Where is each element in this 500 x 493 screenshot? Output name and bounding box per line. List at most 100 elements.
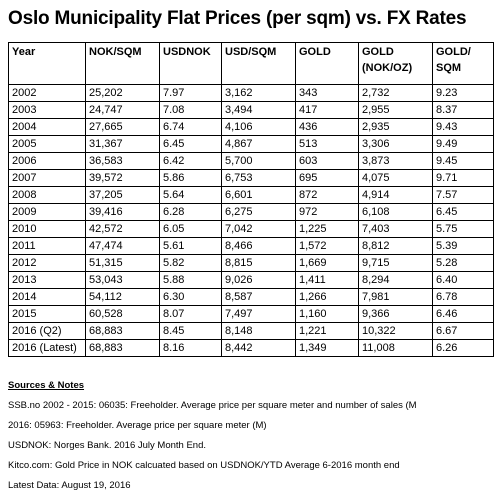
note-line: Latest Data: August 19, 2016: [8, 480, 131, 491]
table-cell: 6.46: [432, 305, 494, 323]
table-cell: 8,442: [221, 339, 296, 357]
table-cell: 9,715: [358, 254, 433, 272]
table-cell: 31,367: [85, 135, 160, 153]
column-header-line: SQM: [436, 62, 462, 74]
table-cell: 2002: [8, 84, 86, 102]
table-cell: 47,474: [85, 237, 160, 255]
table-cell: 4,867: [221, 135, 296, 153]
table-cell: 8.45: [159, 322, 222, 340]
table-cell: 1,411: [295, 271, 359, 289]
table-cell: 6.30: [159, 288, 222, 306]
table-row: 2015 60,528 8.07 7,497 1,160 9,366 6.46: [8, 305, 494, 323]
table-cell: 27,665: [85, 118, 160, 136]
table-cell: 7,042: [221, 220, 296, 238]
table-cell: 8.37: [432, 101, 494, 119]
column-header-line: GOLD/: [436, 46, 471, 58]
table-cell: 8,148: [221, 322, 296, 340]
table-row: 2008 37,205 5.64 6,601 872 4,914 7.57: [8, 186, 494, 204]
table-cell: 5,700: [221, 152, 296, 170]
table-cell: 2010: [8, 220, 86, 238]
table-cell: 2007: [8, 169, 86, 187]
table-cell: 53,043: [85, 271, 160, 289]
table-cell: 2014: [8, 288, 86, 306]
table-cell: 7,981: [358, 288, 433, 306]
column-header: NOK/SQM: [85, 42, 160, 85]
column-header-line: Year: [12, 46, 36, 58]
table-cell: 10,322: [358, 322, 433, 340]
table-cell: 39,416: [85, 203, 160, 221]
table-header-row: Year NOK/SQM USDNOK USD/SQM GOLD GOLD (NOK/OZ)…: [8, 42, 494, 85]
table-cell: 24,747: [85, 101, 160, 119]
table-cell: 9.45: [432, 152, 494, 170]
table-row: 2006 36,583 6.42 5,700 603 3,873 9.45: [8, 152, 494, 170]
note-line: 2016: 05963: Freeholder. Average price p…: [8, 420, 267, 431]
table-cell: 2,955: [358, 101, 433, 119]
table-cell: 603: [295, 152, 359, 170]
table-cell: 6.26: [432, 339, 494, 357]
table-cell: 2,935: [358, 118, 433, 136]
table-row: 2007 39,572 5.86 6,753 695 4,075 9.71: [8, 169, 494, 187]
table-cell: 343: [295, 84, 359, 102]
table-row: 2016 (Q2) 68,883 8.45 8,148 1,221 10,322 6.67: [8, 322, 494, 340]
table-row: 2013 53,043 5.88 9,026 1,411 8,294 6.40: [8, 271, 494, 289]
table-cell: 4,106: [221, 118, 296, 136]
table-cell: 8,466: [221, 237, 296, 255]
column-header: Year: [8, 42, 86, 85]
table-row: 2005 31,367 6.45 4,867 513 3,306 9.49: [8, 135, 494, 153]
column-header-line: USD/SQM: [225, 46, 277, 58]
table-cell: 54,112: [85, 288, 160, 306]
table-cell: 872: [295, 186, 359, 204]
table-cell: 6.67: [432, 322, 494, 340]
table-cell: 8,815: [221, 254, 296, 272]
table-cell: 7.97: [159, 84, 222, 102]
table-cell: 5.64: [159, 186, 222, 204]
table-cell: 5.86: [159, 169, 222, 187]
table-cell: 25,202: [85, 84, 160, 102]
column-header-line: NOK/SQM: [89, 46, 142, 58]
column-header-line: (NOK/OZ): [362, 62, 413, 74]
table-cell: 6.42: [159, 152, 222, 170]
table-cell: 2013: [8, 271, 86, 289]
table-cell: 3,494: [221, 101, 296, 119]
table-row: 2016 (Latest) 68,883 8.16 8,442 1,349 11,008 6…: [8, 339, 494, 357]
table-cell: 5.39: [432, 237, 494, 255]
table-cell: 2012: [8, 254, 86, 272]
table-cell: 5.28: [432, 254, 494, 272]
table-cell: 6.78: [432, 288, 494, 306]
table-cell: 2004: [8, 118, 86, 136]
table-row: 2002 25,202 7.97 3,162 343 2,732 9.23: [8, 84, 494, 102]
table-row: 2009 39,416 6.28 6,275 972 6,108 6.45: [8, 203, 494, 221]
table-cell: 1,572: [295, 237, 359, 255]
table-cell: 8,587: [221, 288, 296, 306]
sources-notes: Sources & Notes SSB.no 2002 - 2015: 0603…: [8, 378, 498, 493]
table-cell: 36,583: [85, 152, 160, 170]
table-cell: 5.61: [159, 237, 222, 255]
table-cell: 8,812: [358, 237, 433, 255]
column-header-line: GOLD: [299, 46, 331, 58]
table-row: 2004 27,665 6.74 4,106 436 2,935 9.43: [8, 118, 494, 136]
table-cell: 972: [295, 203, 359, 221]
column-header: USD/SQM: [221, 42, 296, 85]
table-cell: 417: [295, 101, 359, 119]
table-cell: 2003: [8, 101, 86, 119]
table-cell: 68,883: [85, 322, 160, 340]
table-cell: 39,572: [85, 169, 160, 187]
table-cell: 3,306: [358, 135, 433, 153]
table-cell: 2005: [8, 135, 86, 153]
table-cell: 4,075: [358, 169, 433, 187]
table-cell: 68,883: [85, 339, 160, 357]
column-header-line: USDNOK: [163, 46, 211, 58]
price-table: Year NOK/SQM USDNOK USD/SQM GOLD GOLD (NOK/OZ)…: [8, 42, 494, 357]
table-cell: 5.88: [159, 271, 222, 289]
table-cell: 6.74: [159, 118, 222, 136]
table-body: 2002 25,202 7.97 3,162 343 2,732 9.23 2003 24,74…: [8, 84, 494, 357]
table-cell: 436: [295, 118, 359, 136]
table-row: 2014 54,112 6.30 8,587 1,266 7,981 6.78: [8, 288, 494, 306]
table-cell: 2015: [8, 305, 86, 323]
table-cell: 7,497: [221, 305, 296, 323]
table-row: 2012 51,315 5.82 8,815 1,669 9,715 5.28: [8, 254, 494, 272]
table-cell: 1,669: [295, 254, 359, 272]
note-line: Kitco.com: Gold Price in NOK calcuated b…: [8, 460, 400, 471]
table-cell: 1,225: [295, 220, 359, 238]
table-row: 2011 47,474 5.61 8,466 1,572 8,812 5.39: [8, 237, 494, 255]
